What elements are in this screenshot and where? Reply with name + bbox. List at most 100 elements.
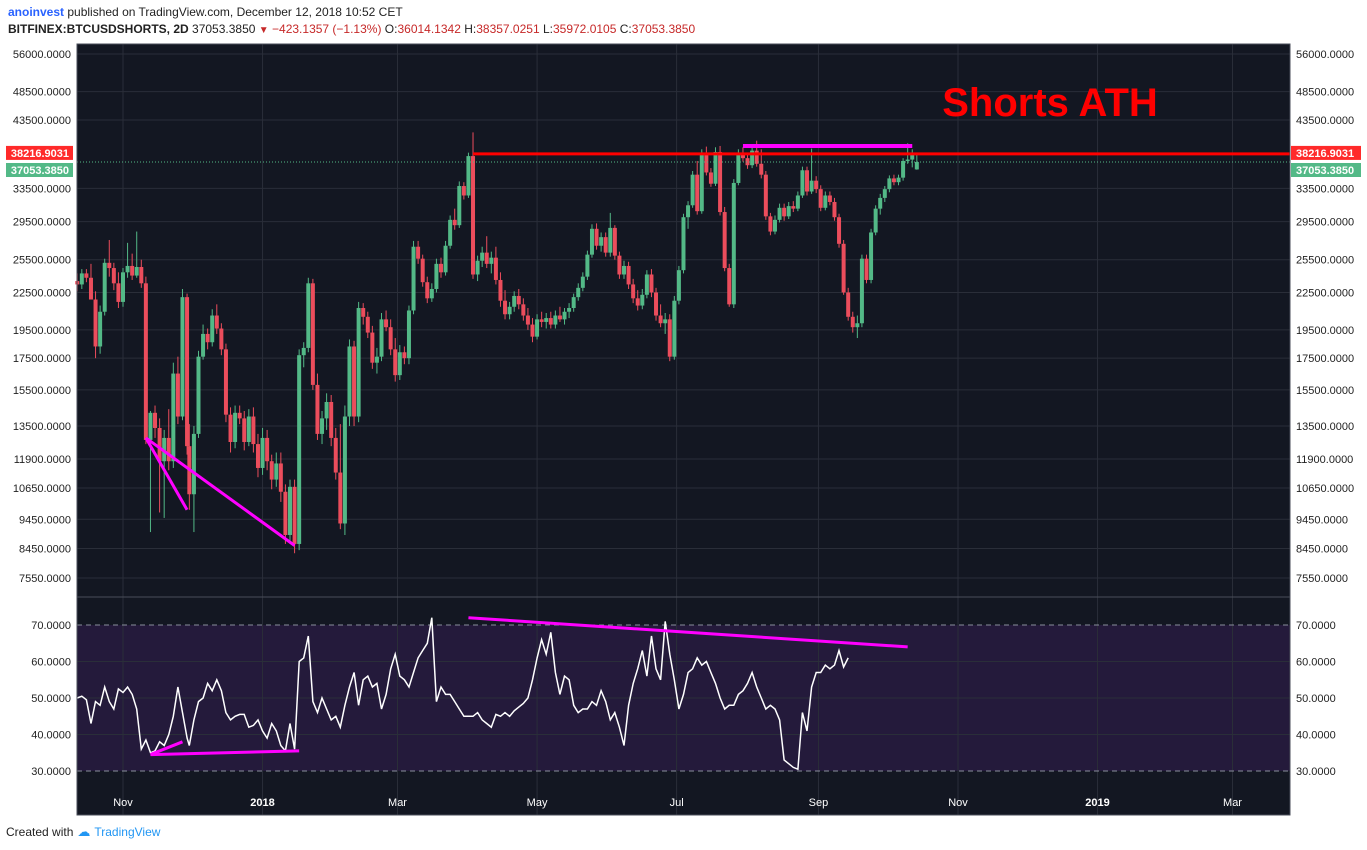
candle-body [402, 352, 407, 359]
candle-body [837, 217, 842, 244]
candle-body [823, 195, 828, 208]
candle-body [891, 178, 896, 183]
candle-body [466, 156, 471, 196]
candle-body [274, 463, 279, 480]
time-tick: Mar [388, 797, 407, 809]
time-tick: 2019 [1085, 797, 1109, 809]
candle-body [654, 292, 659, 316]
rsi-support-line [150, 749, 300, 757]
candle-body [180, 297, 185, 417]
candle-body [452, 219, 457, 226]
candle-body [695, 174, 700, 212]
time-tick: 2018 [250, 797, 274, 809]
candle-body [580, 276, 585, 288]
candle-body [411, 246, 416, 311]
price-tick-left: 29500.0000 [13, 217, 71, 229]
candle-body [139, 266, 144, 284]
price-label-left-bg [6, 145, 73, 160]
price-tick-right: 56000.0000 [1296, 49, 1354, 61]
down-arrow-icon: ▼ [258, 25, 269, 36]
rsi-tick-left: 70.0000 [31, 620, 71, 632]
candle-body [722, 212, 727, 269]
candle-body [841, 243, 846, 293]
candle-body [370, 332, 375, 363]
candle-body [255, 444, 260, 468]
candle-body [846, 292, 851, 317]
candle-body [553, 315, 558, 325]
candle-body [269, 461, 274, 480]
candle-body [864, 258, 869, 280]
candle-body [708, 172, 713, 184]
candle-body [635, 298, 640, 306]
candle-body [214, 315, 219, 329]
low-label: L: [542, 22, 553, 36]
candle-body [814, 180, 819, 190]
candle-body [237, 412, 242, 419]
candle-body [283, 491, 288, 535]
candle-body [571, 297, 576, 309]
price-tick-right: 33500.0000 [1296, 183, 1354, 195]
candle-body [196, 356, 201, 434]
candle-body [107, 262, 112, 269]
rsi-tick-left: 30.0000 [31, 766, 71, 778]
price-tick-right: 17500.0000 [1296, 353, 1354, 365]
candle-body [324, 401, 329, 419]
candle-body [310, 283, 315, 385]
price-tick-right: 25500.0000 [1296, 255, 1354, 267]
candle-body [315, 384, 320, 434]
candle-body [736, 152, 741, 183]
candle-body [859, 258, 864, 324]
price-tick-right: 7550.0000 [1296, 573, 1348, 585]
trendline-2 [144, 436, 296, 547]
candle-body [379, 319, 384, 357]
candle-body [347, 346, 352, 417]
candle-body [745, 158, 750, 166]
candle-body [356, 308, 361, 417]
time-tick: Jul [670, 797, 684, 809]
candle-body [420, 258, 425, 283]
candle-body [166, 437, 171, 462]
candle-body [329, 401, 334, 438]
candle-body [832, 201, 837, 218]
time-tick: Nov [113, 797, 133, 809]
close-label: C: [619, 22, 632, 36]
candle-body [869, 232, 874, 280]
price-tick-right: 11900.0000 [1296, 454, 1353, 466]
candle-body [873, 208, 878, 233]
tradingview-brand[interactable]: TradingView [94, 825, 161, 839]
candle-body [603, 237, 608, 253]
candle-body [443, 245, 448, 273]
author-name[interactable]: anoinvest [8, 5, 65, 19]
candle-body [809, 180, 814, 192]
price-label-right: 38216.9031 [1296, 148, 1354, 160]
candle-body [93, 299, 98, 347]
candle-body [471, 156, 476, 275]
candle-body [594, 228, 599, 246]
footer: Created with ☁ TradingView [6, 824, 160, 840]
time-tick: May [527, 797, 548, 809]
candle-body [704, 154, 709, 173]
price-tick-right: 48500.0000 [1296, 87, 1354, 99]
price-tick-left: 56000.0000 [13, 49, 71, 61]
candle-body [148, 412, 153, 440]
price-tick-right: 43500.0000 [1296, 115, 1354, 127]
chart-header-line2: BITFINEX:BTCUSDSHORTS, 2D 37053.3850 ▼ −… [8, 22, 695, 36]
price-chart[interactable]: Shorts ATH 56000.0000 56000.0000 48500.0000… [0, 0, 1367, 820]
candle-body [457, 186, 462, 226]
candle-body [617, 255, 622, 275]
last-price: 37053.3850 [192, 22, 256, 36]
candle-body [393, 349, 398, 376]
rsi-tick-right: 30.0000 [1296, 766, 1336, 778]
candle-body [384, 319, 389, 328]
candle-body [855, 323, 860, 328]
rsi-tick-right: 50.0000 [1296, 693, 1336, 705]
price-tick-right: 9450.0000 [1296, 514, 1348, 526]
candle-body [699, 154, 704, 212]
candle-body [338, 472, 343, 524]
candle-body [265, 437, 270, 462]
candle-body [882, 189, 887, 198]
rsi-tick-left: 60.0000 [31, 657, 71, 669]
price-tick-left: 15500.0000 [13, 385, 71, 397]
price-tick-left: 33500.0000 [13, 183, 71, 195]
candle-body [191, 433, 196, 495]
